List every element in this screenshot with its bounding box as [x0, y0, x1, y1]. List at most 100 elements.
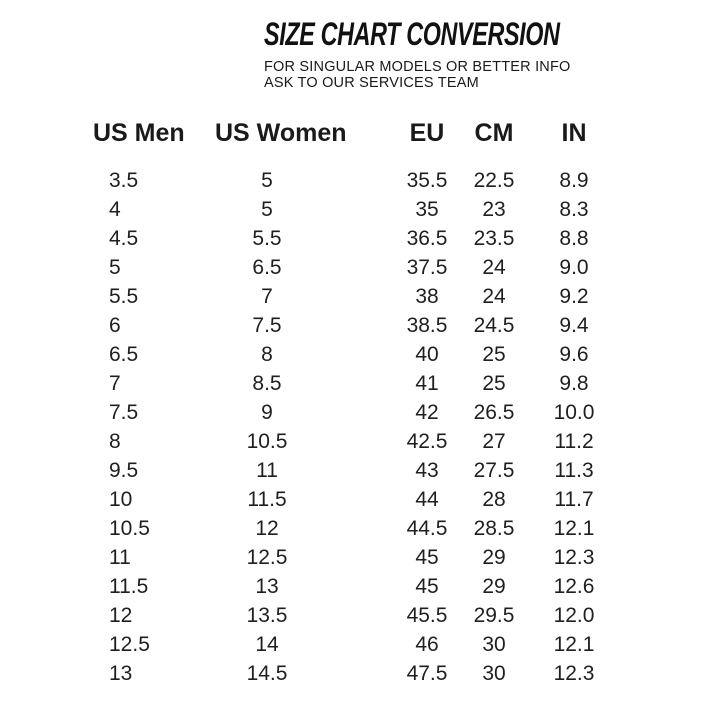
cell-us-women: 9	[261, 401, 273, 424]
cell-in: 8.8	[559, 227, 589, 250]
cell-us-women: 10.5	[246, 430, 288, 453]
column-header-us-women: US Women	[215, 119, 347, 147]
cell-us-men: 5	[109, 256, 121, 279]
cell-us-men: 7.5	[109, 401, 139, 424]
header-row: US Men US Women EU CM IN	[0, 119, 713, 148]
table-row: 6.5 8 40 25 9.6	[0, 340, 713, 369]
cell-in: 11.7	[554, 488, 594, 511]
cell-us-men: 8	[109, 430, 121, 453]
cell-in: 12.3	[553, 546, 595, 569]
cell-us-women: 5.5	[252, 227, 282, 250]
cell-cm: 27	[482, 430, 506, 453]
cell-in: 11.2	[554, 430, 594, 453]
cell-us-men: 3.5	[109, 169, 139, 192]
cell-eu: 46	[415, 633, 439, 656]
cell-us-men: 4	[109, 198, 121, 221]
table-row: 9.5 11 43 27.5 11.3	[0, 456, 713, 485]
cell-eu: 44.5	[406, 517, 448, 540]
cell-us-women: 8.5	[252, 372, 282, 395]
cell-in: 12.1	[553, 517, 595, 540]
cell-us-women: 11	[256, 459, 278, 482]
cell-us-women: 14	[255, 633, 279, 656]
cell-eu: 42.5	[406, 430, 448, 453]
cell-cm: 25	[482, 372, 506, 395]
cell-cm: 24	[482, 285, 506, 308]
cell-us-women: 5	[261, 198, 273, 221]
cell-us-men: 6	[109, 314, 121, 337]
header: SIZE CHART CONVERSION FOR SINGULAR MODEL…	[264, 18, 669, 91]
page-title: SIZE CHART CONVERSION	[264, 16, 560, 52]
cell-us-men: 9.5	[109, 459, 139, 482]
cell-us-men: 6.5	[109, 343, 139, 366]
column-header-in: IN	[561, 119, 587, 147]
cell-us-women: 8	[261, 343, 273, 366]
cell-in: 11.3	[554, 459, 594, 482]
cell-us-women: 12	[255, 517, 279, 540]
cell-eu: 42	[415, 401, 439, 424]
cell-cm: 23	[482, 198, 506, 221]
cell-in: 9.6	[559, 343, 589, 366]
cell-in: 8.3	[559, 198, 589, 221]
cell-us-men: 12	[109, 604, 133, 627]
cell-us-men: 11	[109, 546, 131, 569]
table-row: 5.5 7 38 24 9.2	[0, 282, 713, 311]
cell-in: 12.0	[553, 604, 595, 627]
cell-in: 9.4	[559, 314, 589, 337]
size-table-header: US Men US Women EU CM IN	[0, 119, 713, 148]
cell-in: 12.6	[553, 575, 595, 598]
table-row: 7 8.5 41 25 9.8	[0, 369, 713, 398]
subtitle-line-1: FOR SINGULAR MODELS OR BETTER INFO	[264, 59, 571, 75]
cell-eu: 35	[415, 198, 439, 221]
cell-us-women: 13.5	[246, 604, 288, 627]
cell-cm: 24.5	[473, 314, 515, 337]
cell-us-men: 7	[109, 372, 121, 395]
column-header-cm: CM	[474, 119, 514, 147]
cell-cm: 30	[482, 633, 506, 656]
cell-us-men: 10	[109, 488, 133, 511]
table-row: 4 5 35 23 8.3	[0, 195, 713, 224]
table-row: 8 10.5 42.5 27 11.2	[0, 427, 713, 456]
cell-us-women: 13	[255, 575, 279, 598]
table-row: 11 12.5 45 29 12.3	[0, 543, 713, 572]
cell-eu: 38.5	[406, 314, 448, 337]
cell-cm: 28.5	[473, 517, 515, 540]
cell-cm: 22.5	[473, 169, 515, 192]
cell-us-men: 12.5	[109, 633, 150, 656]
cell-cm: 25	[482, 343, 506, 366]
cell-cm: 29	[482, 546, 506, 569]
cell-us-women: 14.5	[246, 662, 288, 685]
column-header-eu: EU	[409, 119, 445, 147]
table-row: 6 7.5 38.5 24.5 9.4	[0, 311, 713, 340]
cell-eu: 37.5	[406, 256, 448, 279]
cell-cm: 29	[482, 575, 506, 598]
cell-us-men: 4.5	[109, 227, 139, 250]
table-row: 5 6.5 37.5 24 9.0	[0, 253, 713, 282]
cell-us-women: 12.5	[246, 546, 288, 569]
table-row: 4.5 5.5 36.5 23.5 8.8	[0, 224, 713, 253]
table-row: 12 13.5 45.5 29.5 12.0	[0, 601, 713, 630]
cell-us-men: 5.5	[109, 285, 139, 308]
cell-in: 10.0	[553, 401, 595, 424]
table-row: 11.5 13 45 29 12.6	[0, 572, 713, 601]
cell-cm: 23.5	[473, 227, 515, 250]
cell-eu: 43	[415, 459, 439, 482]
cell-us-women: 5	[261, 169, 273, 192]
table-row: 7.5 9 42 26.5 10.0	[0, 398, 713, 427]
cell-eu: 45	[415, 575, 439, 598]
cell-us-women: 11.5	[247, 488, 287, 511]
cell-eu: 41	[415, 372, 439, 395]
cell-in: 12.1	[553, 633, 595, 656]
cell-cm: 26.5	[473, 401, 515, 424]
cell-eu: 45.5	[406, 604, 448, 627]
cell-in: 12.3	[553, 662, 595, 685]
cell-eu: 44	[415, 488, 439, 511]
table-row: 10 11.5 44 28 11.7	[0, 485, 713, 514]
cell-eu: 40	[415, 343, 439, 366]
cell-us-men: 13	[109, 662, 133, 685]
cell-us-women: 6.5	[252, 256, 282, 279]
page-subtitle: FOR SINGULAR MODELS OR BETTER INFO ASK TO…	[264, 59, 669, 91]
cell-cm: 29.5	[473, 604, 515, 627]
cell-us-men: 10.5	[109, 517, 150, 540]
cell-us-men: 11.5	[109, 575, 149, 598]
